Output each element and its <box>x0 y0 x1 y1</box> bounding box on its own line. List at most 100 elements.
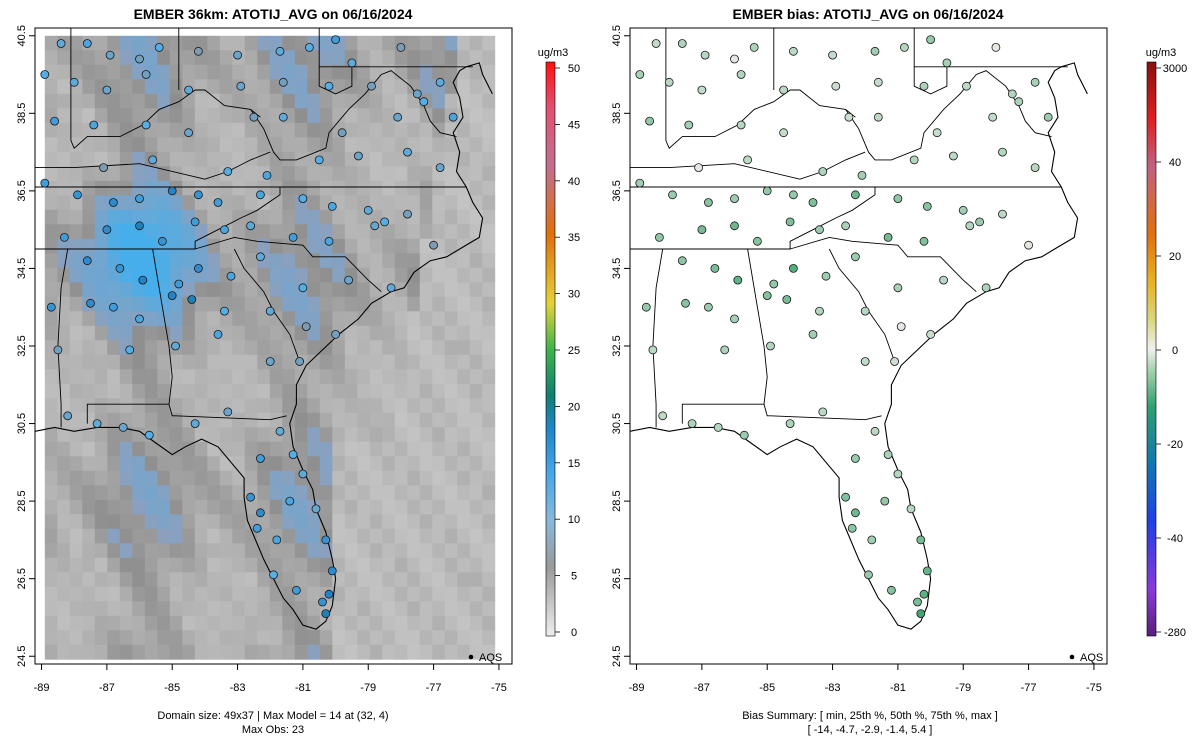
grid-cell <box>307 543 321 559</box>
grid-cell <box>332 441 346 457</box>
grid-cell <box>82 64 96 80</box>
grid-cell <box>269 514 283 530</box>
grid-cell <box>469 325 483 341</box>
station-obs-marker <box>193 263 203 273</box>
grid-cell <box>332 528 346 544</box>
grid-cell <box>419 64 433 80</box>
grid-cell <box>382 224 396 240</box>
grid-cell <box>307 528 321 544</box>
grid-cell <box>319 282 333 298</box>
grid-cell <box>469 412 483 428</box>
grid-cell <box>282 557 296 573</box>
grid-cell <box>357 79 371 95</box>
grid-cell <box>219 630 233 646</box>
grid-cell <box>219 238 233 254</box>
grid-cell <box>457 586 471 602</box>
x-tick-label: -81 <box>295 682 311 694</box>
grid-cell <box>382 311 396 327</box>
grid-cell <box>107 108 121 124</box>
grid-cell <box>257 108 271 124</box>
grid-cell <box>394 586 408 602</box>
grid-cell <box>357 412 371 428</box>
grid-cell <box>432 267 446 283</box>
grid-cell <box>182 528 196 544</box>
grid-cell <box>257 528 271 544</box>
grid-cell <box>219 195 233 211</box>
grid-cell <box>482 195 496 211</box>
grid-cell <box>444 499 458 515</box>
grid-cell <box>282 122 296 138</box>
grid-cell <box>444 180 458 196</box>
grid-cell <box>457 528 471 544</box>
grid-cell <box>269 93 283 109</box>
grid-cell <box>244 296 258 312</box>
grid-cell <box>69 64 83 80</box>
grid-cell <box>219 325 233 341</box>
grid-cell <box>457 195 471 211</box>
grid-cell <box>44 601 58 617</box>
grid-cell <box>369 122 383 138</box>
grid-cell <box>219 514 233 530</box>
grid-cell <box>319 354 333 370</box>
grid-cell <box>307 79 321 95</box>
grid-cell <box>194 456 208 472</box>
grid-cell <box>144 224 158 240</box>
grid-cell <box>394 325 408 341</box>
grid-cell <box>57 543 71 559</box>
grid-cell <box>257 601 271 617</box>
grid-cell <box>57 325 71 341</box>
grid-cell <box>457 267 471 283</box>
grid-cell <box>444 325 458 341</box>
station-obs-marker <box>125 345 135 355</box>
station-obs-marker <box>353 151 363 161</box>
grid-cell <box>44 514 58 530</box>
grid-cell <box>207 267 221 283</box>
grid-cell <box>194 557 208 573</box>
grid-cell <box>57 398 71 414</box>
grid-cell <box>394 398 408 414</box>
grid-cell <box>444 151 458 167</box>
station-bias-marker <box>831 81 841 91</box>
station-bias-marker <box>847 523 857 533</box>
grid-cell <box>469 137 483 153</box>
station-bias-marker <box>769 279 779 289</box>
station-bias-marker <box>648 345 658 355</box>
station-obs-marker <box>252 523 262 533</box>
grid-cell <box>357 383 371 399</box>
grid-cell <box>394 340 408 356</box>
grid-cell <box>282 586 296 602</box>
grid-cell <box>394 427 408 443</box>
grid-cell <box>257 267 271 283</box>
station-bias-marker <box>942 58 952 68</box>
grid-cell <box>482 209 496 225</box>
station-bias-marker <box>932 128 942 138</box>
grid-cell <box>119 137 133 153</box>
y-tick-label: 28.5 <box>611 490 623 511</box>
grid-cell <box>307 586 321 602</box>
grid-cell <box>194 224 208 240</box>
grid-cell <box>294 296 308 312</box>
grid-cell <box>194 630 208 646</box>
grid-cell <box>332 340 346 356</box>
station-bias-marker <box>815 306 824 316</box>
grid-cell <box>307 93 321 109</box>
grid-cell <box>194 572 208 588</box>
grid-cell <box>419 369 433 385</box>
grid-cell <box>182 180 196 196</box>
grid-cell <box>469 398 483 414</box>
grid-cell <box>82 166 96 182</box>
grid-cell <box>44 151 58 167</box>
station-obs-marker <box>298 194 308 204</box>
grid-cell <box>94 369 108 385</box>
grid-cell <box>394 601 408 617</box>
station-obs-marker <box>403 209 412 219</box>
grid-cell <box>57 108 71 124</box>
grid-cell <box>407 35 421 51</box>
left-model-grid <box>44 35 496 660</box>
grid-cell <box>232 470 246 486</box>
grid-cell <box>369 514 383 530</box>
grid-cell <box>394 238 408 254</box>
grid-cell <box>82 108 96 124</box>
grid-cell <box>169 586 183 602</box>
grid-cell <box>82 224 96 240</box>
